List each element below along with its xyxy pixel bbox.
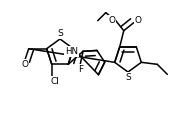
Text: HN: HN <box>65 47 78 56</box>
Text: Cl: Cl <box>50 77 59 86</box>
Text: S: S <box>125 72 131 82</box>
Text: O: O <box>134 16 141 25</box>
Text: O: O <box>21 60 28 69</box>
Text: O: O <box>108 16 115 25</box>
Text: S: S <box>57 29 63 39</box>
Text: F: F <box>78 65 84 74</box>
